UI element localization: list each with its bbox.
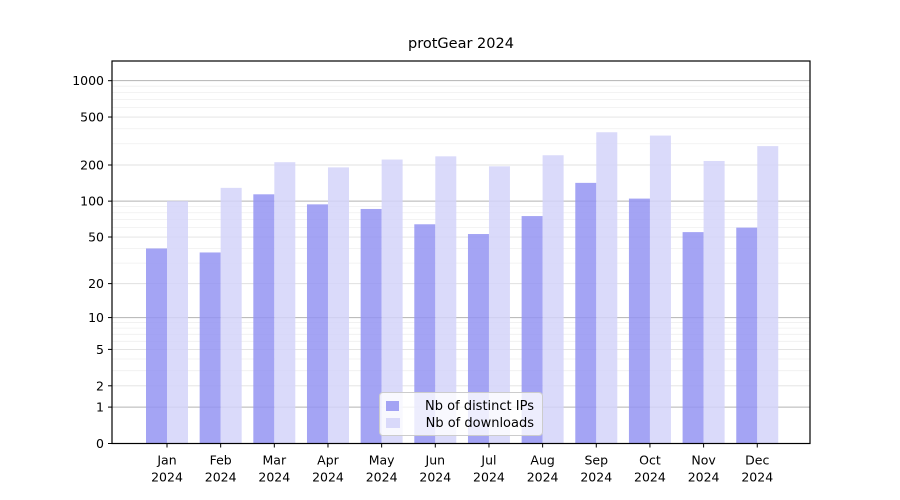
x-tick-label-year: 2024 xyxy=(312,470,344,485)
y-tick-label: 2 xyxy=(96,378,104,393)
chart-title: protGear 2024 xyxy=(408,36,514,52)
x-tick-label-year: 2024 xyxy=(741,470,773,485)
bar-downloads-feb xyxy=(220,187,242,444)
bar-downloads-dec xyxy=(757,146,779,444)
y-tick-label: 5 xyxy=(96,342,104,357)
x-tick-label-month: Jul xyxy=(480,453,496,468)
x-tick-label-month: Apr xyxy=(317,453,339,468)
x-tick-label-month: Sep xyxy=(584,453,608,468)
x-tick-label-year: 2024 xyxy=(419,470,451,485)
y-tick-label: 20 xyxy=(88,276,104,291)
x-tick-label-month: Jun xyxy=(425,453,446,468)
x-tick-label-year: 2024 xyxy=(527,470,559,485)
y-tick-label: 100 xyxy=(80,194,104,209)
bar-distinct-ips-apr xyxy=(306,204,328,444)
legend-swatch-distinct-ips xyxy=(386,401,400,411)
bar-distinct-ips-jan xyxy=(146,248,167,444)
bar-distinct-ips-aug xyxy=(521,216,543,444)
legend-label-downloads: Nb of downloads xyxy=(425,415,534,431)
x-tick-label-year: 2024 xyxy=(205,470,237,485)
bar-downloads-may xyxy=(381,159,403,444)
x-tick-label-month: Dec xyxy=(745,453,769,468)
x-tick-label-month: Nov xyxy=(691,453,716,468)
x-tick-label-year: 2024 xyxy=(258,470,290,485)
bar-downloads-apr xyxy=(327,167,349,444)
x-tick-label-year: 2024 xyxy=(580,470,612,485)
x-axis: Jan 2024 Feb 2024 Mar 2024 Apr 2024 May 2024 Jun 20… xyxy=(151,443,773,485)
bar-distinct-ips-mar xyxy=(253,194,275,444)
bar-distinct-ips-nov xyxy=(682,232,704,444)
x-tick-label-month: Oct xyxy=(639,453,661,468)
y-tick-label: 50 xyxy=(88,230,104,245)
x-tick-label-year: 2024 xyxy=(688,470,720,485)
y-tick-label: 200 xyxy=(80,157,104,172)
x-tick-label-year: 2024 xyxy=(151,470,183,485)
bar-distinct-ips-jul xyxy=(467,234,489,444)
y-tick-label: 0 xyxy=(96,436,104,451)
y-tick-label: 10 xyxy=(88,310,104,325)
y-axis: 0 1 2 5 10 20 50 100 200 500 1000 xyxy=(72,73,112,451)
x-tick-label-year: 2024 xyxy=(366,470,398,485)
legend-item-distinct-ips: Nb of distinct IPs xyxy=(386,398,534,414)
bar-distinct-ips-feb xyxy=(199,252,221,444)
bar-downloads-sep xyxy=(596,132,618,444)
y-tick-label: 1000 xyxy=(72,73,104,88)
bar-downloads-jul xyxy=(488,166,510,444)
bar-downloads-jan xyxy=(167,201,188,444)
bar-distinct-ips-sep xyxy=(575,182,597,444)
bar-distinct-ips-may xyxy=(360,208,382,444)
legend: Nb of distinct IPs Nb of downloads xyxy=(379,392,543,436)
bar-downloads-jun xyxy=(435,156,457,444)
bars-group xyxy=(146,132,779,444)
legend-item-downloads: Nb of downloads xyxy=(386,415,534,431)
x-tick-label-month: Aug xyxy=(530,453,554,468)
plot-frame xyxy=(111,60,811,445)
bar-distinct-ips-dec xyxy=(736,227,758,444)
y-tick-label: 1 xyxy=(96,400,104,415)
x-tick-label-month: Mar xyxy=(263,453,287,468)
bar-downloads-oct xyxy=(649,135,671,444)
bar-downloads-aug xyxy=(542,155,564,444)
x-tick-label-year: 2024 xyxy=(634,470,666,485)
legend-label-distinct-ips: Nb of distinct IPs xyxy=(425,398,534,414)
x-tick-label-month: Feb xyxy=(210,453,232,468)
x-tick-label-month: May xyxy=(369,453,395,468)
x-tick-label-month: Jan xyxy=(156,453,176,468)
x-tick-label-year: 2024 xyxy=(473,470,505,485)
bar-downloads-mar xyxy=(274,162,296,444)
bar-distinct-ips-jun xyxy=(414,224,436,444)
y-tick-label: 500 xyxy=(80,110,104,125)
bar-distinct-ips-oct xyxy=(628,198,650,444)
legend-swatch-downloads xyxy=(386,418,400,428)
bar-downloads-nov xyxy=(703,160,725,444)
